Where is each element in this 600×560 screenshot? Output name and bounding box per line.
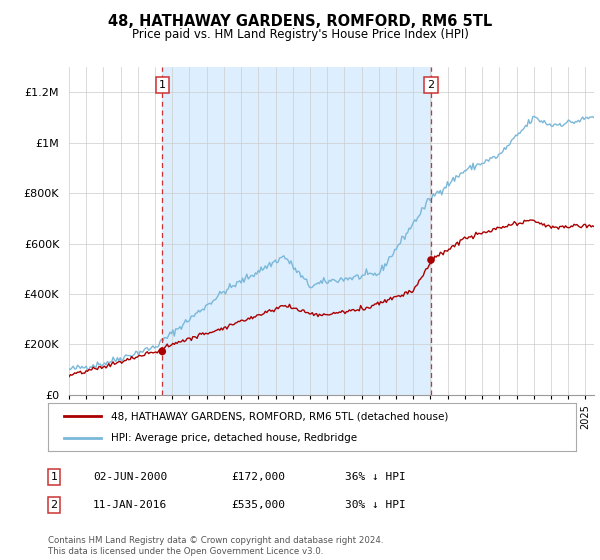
Point [157, 347, 167, 356]
Bar [162, 67, 431, 395]
Text: 11-JAN-2016: 11-JAN-2016 [93, 500, 167, 510]
Text: 48, HATHAWAY GARDENS, ROMFORD, RM6 5TL: 48, HATHAWAY GARDENS, ROMFORD, RM6 5TL [108, 14, 492, 29]
Text: 1: 1 [50, 472, 58, 482]
Text: Contains HM Land Registry data © Crown copyright and database right 2024.
This d: Contains HM Land Registry data © Crown c… [48, 536, 383, 556]
Text: 36% ↓ HPI: 36% ↓ HPI [345, 472, 406, 482]
Text: 2: 2 [427, 80, 434, 90]
Text: Price paid vs. HM Land Registry's House Price Index (HPI): Price paid vs. HM Land Registry's House … [131, 28, 469, 41]
Point [426, 255, 436, 264]
Text: £172,000: £172,000 [231, 472, 285, 482]
Text: 02-JUN-2000: 02-JUN-2000 [93, 472, 167, 482]
Text: HPI: Average price, detached house, Redbridge: HPI: Average price, detached house, Redb… [112, 433, 358, 443]
Text: 48, HATHAWAY GARDENS, ROMFORD, RM6 5TL (detached house): 48, HATHAWAY GARDENS, ROMFORD, RM6 5TL (… [112, 411, 449, 421]
Text: 30% ↓ HPI: 30% ↓ HPI [345, 500, 406, 510]
Text: 2: 2 [50, 500, 58, 510]
Text: £535,000: £535,000 [231, 500, 285, 510]
Text: 1: 1 [159, 80, 166, 90]
